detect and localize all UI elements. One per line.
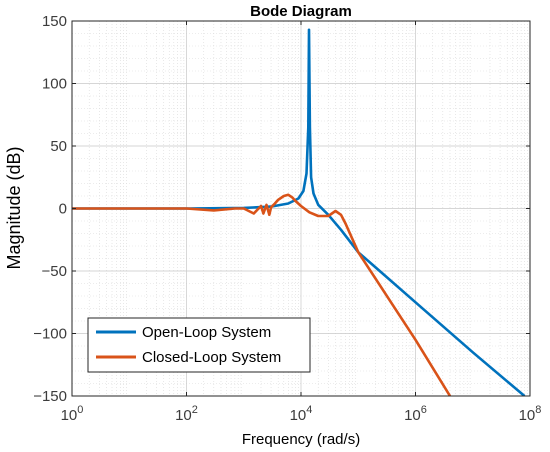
y-axis-label: Magnitude (dB) xyxy=(4,146,24,269)
y-tick-label: −100 xyxy=(33,326,67,343)
series-line-0 xyxy=(72,28,526,396)
y-tick-label: −50 xyxy=(42,263,67,280)
legend-label-open-loop: Open-Loop System xyxy=(142,324,271,341)
axis-ticks xyxy=(71,20,531,397)
legend-label-closed-loop: Closed-Loop System xyxy=(142,349,281,366)
y-tick-label: 0 xyxy=(59,201,67,218)
y-tick-label: −150 xyxy=(33,388,67,405)
series-layer xyxy=(72,28,526,396)
x-tick-label: 108 xyxy=(519,404,542,424)
legend: Open-Loop System Closed-Loop System xyxy=(87,317,311,373)
x-tick-labels: 100 102 104 106 108 xyxy=(61,404,542,424)
y-tick-label: 50 xyxy=(50,138,67,155)
y-tick-label: 150 xyxy=(42,13,67,30)
x-tick-label: 100 xyxy=(61,404,84,424)
series-line-1 xyxy=(72,193,452,396)
x-axis-label: Frequency (rad/s) xyxy=(242,431,360,448)
y-tick-labels: −150 −100 −50 0 50 100 150 xyxy=(33,13,67,405)
x-tick-label: 104 xyxy=(290,404,313,424)
y-tick-label: 100 xyxy=(42,76,67,93)
x-tick-label: 102 xyxy=(175,404,198,424)
x-tick-label: 106 xyxy=(404,404,427,424)
legend-box xyxy=(87,317,311,373)
chart-title: Bode Diagram xyxy=(250,3,352,20)
